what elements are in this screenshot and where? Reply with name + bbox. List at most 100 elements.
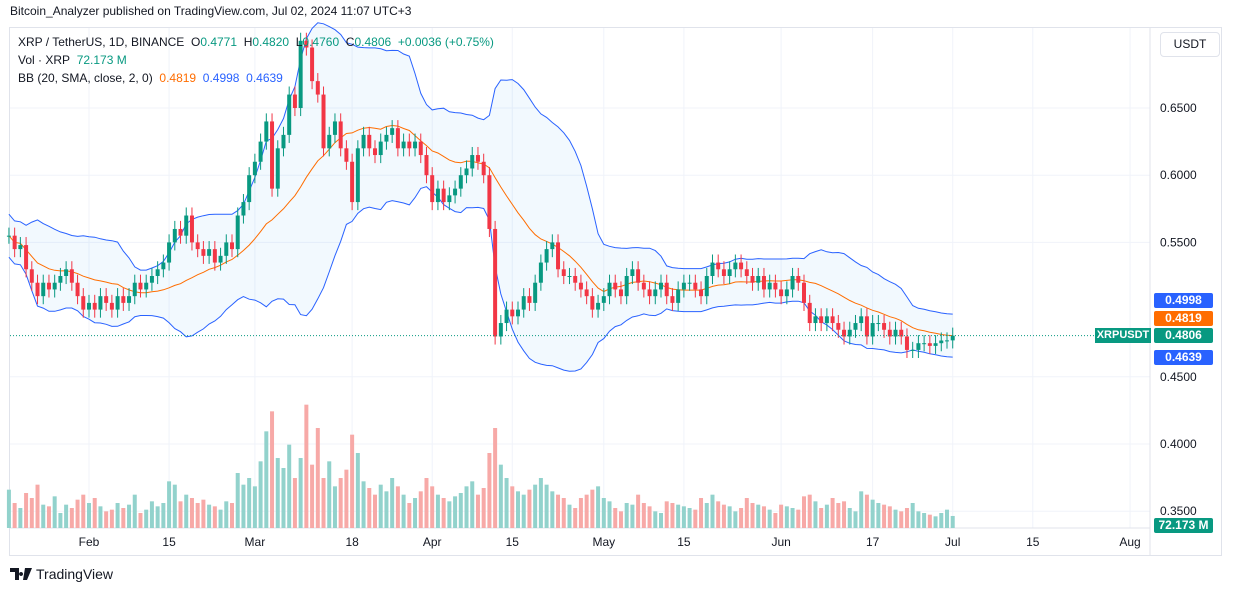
candle-body [693, 282, 698, 290]
volume-bar [35, 484, 40, 528]
volume-bar [584, 494, 589, 528]
volume-bar [184, 494, 189, 528]
candle-body [212, 249, 217, 263]
candle-body [18, 245, 23, 250]
candle-body [327, 134, 332, 149]
candle-body [41, 282, 46, 297]
volume-label[interactable]: Vol · XRP [18, 53, 71, 67]
candle-body [699, 289, 704, 297]
volume-bar [212, 506, 217, 528]
candle-body [561, 269, 566, 276]
candle-body [893, 329, 898, 337]
candle-body [533, 282, 538, 303]
volume-bar [721, 504, 726, 528]
candle-body [556, 242, 561, 270]
bb-label[interactable]: BB (20, SMA, close, 2, 0) [18, 71, 153, 85]
close-value: 0.4806 [354, 35, 392, 49]
volume-bar [910, 503, 915, 528]
candle-body [830, 316, 835, 324]
y-tick-label: 0.5500 [1160, 235, 1197, 249]
candle-body [435, 188, 440, 203]
volume-bar [127, 504, 132, 528]
symbol-tag: XRPUSDT [1095, 328, 1151, 343]
candle-body [578, 282, 583, 290]
volume-bar [819, 508, 824, 528]
x-tick-label: Jul [945, 535, 960, 549]
candle-body [773, 282, 778, 290]
volume-bar [527, 489, 532, 528]
x-tick-label: 17 [866, 535, 880, 549]
volume-bar [493, 428, 498, 528]
candle-body [378, 141, 383, 156]
volume-bar [699, 498, 704, 528]
candle-body [630, 269, 635, 276]
candle-body [172, 228, 177, 243]
candle-body [458, 175, 463, 189]
candle-body [784, 289, 789, 297]
volume-bar [281, 468, 286, 528]
candle-body [922, 343, 927, 345]
volume-bar [475, 494, 480, 528]
currency-button[interactable]: USDT [1160, 32, 1220, 57]
candle-body [475, 155, 480, 162]
candle-body [636, 269, 641, 283]
candle-body [447, 195, 452, 203]
publisher-line: Bitcoin_Analyzer published on TradingVie… [10, 4, 412, 18]
candle-body [504, 309, 509, 324]
tradingview-logo[interactable]: TradingView [10, 566, 113, 582]
volume-bar [390, 478, 395, 528]
volume-bar [12, 503, 17, 528]
volume-bar [796, 509, 801, 528]
bb-upper-tag: 0.4998 [1154, 293, 1213, 308]
volume-bar [664, 501, 669, 528]
candle-body [807, 302, 812, 324]
volume-bar [647, 506, 652, 528]
volume-bar [687, 508, 692, 528]
candle-body [338, 121, 343, 149]
volume-bar [607, 501, 612, 528]
candle-body [750, 276, 755, 283]
candle-body [590, 296, 595, 310]
volume-bar [247, 478, 252, 528]
candle-body [796, 276, 801, 283]
candle-body [584, 289, 589, 297]
candle-body [721, 269, 726, 276]
candle-body [464, 168, 469, 176]
volume-bar [384, 491, 389, 528]
candle-body [218, 255, 223, 263]
legend-main: XRP / TetherUS, 1D, BINANCE O0.4771 H0.4… [18, 35, 494, 49]
volume-bar [670, 503, 675, 528]
volume-bar [859, 491, 864, 528]
volume-bar [521, 494, 526, 528]
candle-body [298, 40, 303, 108]
volume-bar [58, 513, 63, 528]
volume-bar [790, 508, 795, 528]
volume-bar [756, 504, 761, 528]
volume-bar [52, 496, 57, 528]
volume-bar [538, 478, 543, 528]
candle-body [69, 269, 74, 283]
change-value: +0.0036 (+0.75%) [397, 35, 494, 49]
legend-symbol[interactable]: XRP / TetherUS, 1D, BINANCE [18, 35, 185, 49]
volume-bar [367, 488, 372, 528]
volume-bar [481, 488, 486, 528]
volume-bar [46, 506, 51, 528]
candle-body [939, 340, 944, 344]
volume-bar [104, 511, 109, 528]
candle-body [538, 262, 543, 283]
volume-bar [653, 511, 658, 528]
volume-bar [344, 469, 349, 528]
candle-body [201, 249, 206, 256]
candle-body [802, 282, 806, 303]
volume-bar [516, 491, 520, 528]
tradingview-logo-text: TradingView [36, 566, 114, 582]
y-tick-label: 0.4000 [1160, 437, 1197, 451]
candle-body [847, 329, 852, 337]
candle-body [144, 282, 149, 290]
candle-body [567, 276, 572, 277]
volume-bar [144, 509, 149, 528]
candle-body [344, 148, 349, 162]
low-label: L [295, 35, 303, 49]
